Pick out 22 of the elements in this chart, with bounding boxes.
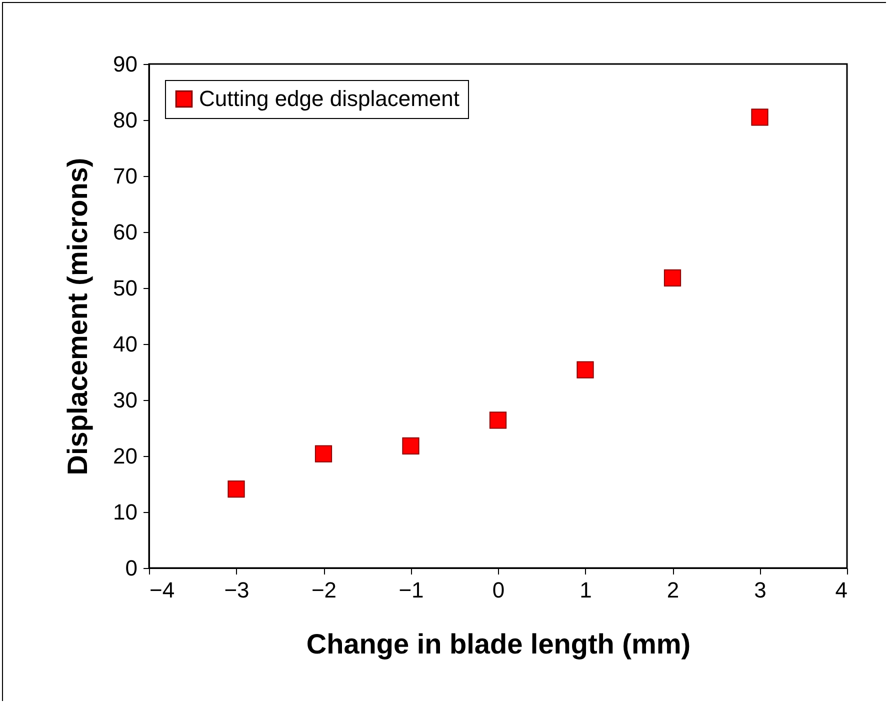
- y-tick-label: 0: [125, 556, 138, 580]
- y-axis-title: Displacement (microns): [62, 158, 94, 476]
- y-tick-label: 90: [113, 52, 138, 76]
- x-tick-label: −2: [311, 578, 337, 602]
- y-tick-label: 40: [113, 332, 138, 356]
- x-tick-label: −3: [224, 578, 250, 602]
- x-tick-label: 1: [580, 578, 592, 602]
- x-tick-label: −1: [398, 578, 424, 602]
- x-tick-label: 4: [835, 578, 848, 602]
- y-tick-label: 70: [113, 164, 138, 188]
- y-tick-label: 10: [113, 500, 138, 524]
- x-tick-label: 2: [666, 578, 680, 602]
- x-tick-label: 3: [754, 578, 766, 602]
- y-tick-label: 60: [113, 220, 138, 244]
- legend-label: Cutting edge displacement: [199, 86, 460, 111]
- y-tick-label: 30: [113, 388, 138, 412]
- y-tick-label: 20: [113, 444, 138, 468]
- x-axis-title: Change in blade length (mm): [306, 628, 691, 660]
- x-tick-label: 0: [492, 578, 505, 602]
- x-tick-label: −4: [150, 578, 175, 602]
- y-tick-label: 80: [113, 108, 138, 132]
- y-tick-label: 50: [113, 276, 138, 300]
